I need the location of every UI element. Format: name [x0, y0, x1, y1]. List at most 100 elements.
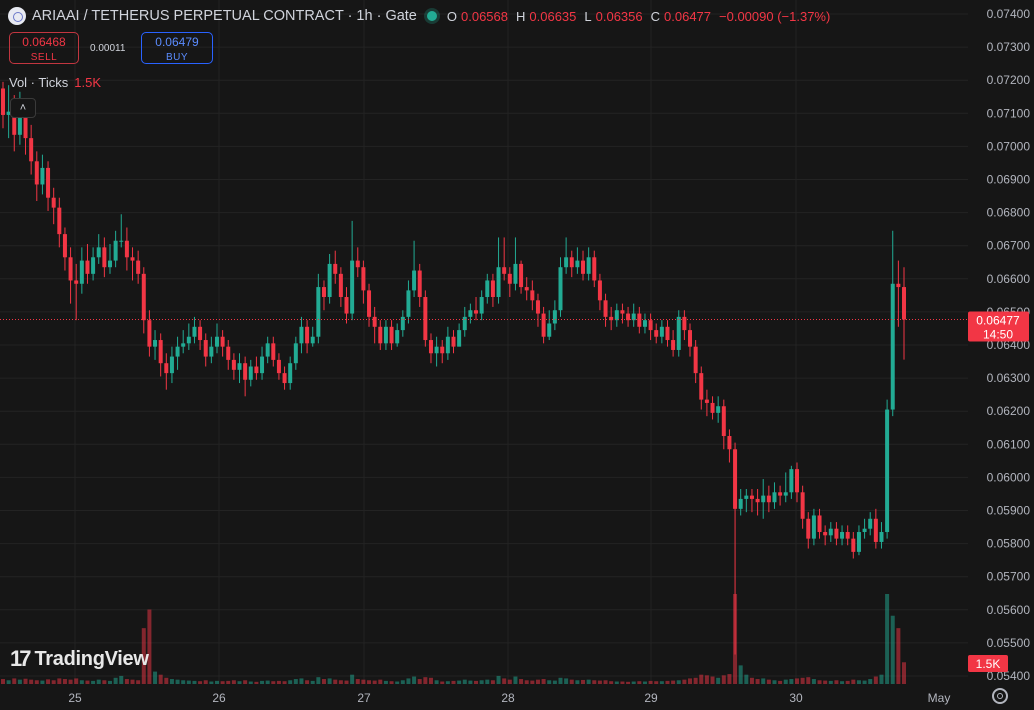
volume-bar	[581, 679, 586, 684]
candle-body	[440, 346, 445, 354]
price-axis[interactable]: 0.07400 0.07300 0.07200 0.07100 0.07000 0.069…	[987, 7, 1031, 683]
volume-bar	[119, 675, 124, 684]
volume-bar	[209, 681, 214, 684]
candle-body	[862, 528, 867, 533]
volume-bar	[214, 680, 219, 684]
candle-body	[676, 316, 681, 350]
candle-body	[609, 316, 614, 321]
candle-body	[102, 247, 107, 268]
volume-bar	[395, 681, 400, 684]
candle-body	[738, 498, 743, 509]
candle-body	[276, 359, 281, 374]
candle-body	[68, 257, 73, 281]
candle-body	[96, 247, 101, 258]
market-open-status-icon	[426, 11, 437, 21]
volume-bar	[400, 680, 405, 684]
volume-bar	[507, 679, 512, 684]
volume-bar	[85, 680, 90, 684]
volume-bar	[147, 609, 152, 684]
gear-icon[interactable]	[992, 688, 1008, 704]
candle-body	[766, 495, 771, 503]
ohlc-value: −0.00090 (−1.37%)	[719, 8, 831, 24]
candle-body	[654, 330, 659, 337]
candle-body	[412, 270, 417, 291]
candle-body	[626, 313, 631, 321]
volume-bar	[34, 680, 39, 684]
volume-bar	[440, 681, 445, 684]
volume-bar	[113, 677, 118, 684]
volume-bar	[1, 679, 5, 684]
volume-bar	[569, 679, 574, 684]
volume-bar	[868, 679, 873, 684]
candle-body	[564, 257, 569, 268]
time-axis[interactable]: 25 26 27 28 29 30 May	[68, 691, 950, 705]
volume-bar	[417, 679, 422, 684]
candle-body	[721, 406, 726, 437]
candle-body	[693, 346, 698, 374]
volume-bar	[485, 679, 490, 684]
buy-button[interactable]: 0.06479 BUY	[141, 32, 213, 64]
candle-body	[890, 283, 895, 410]
volume-bar	[265, 680, 270, 684]
coin-logo-icon	[8, 7, 26, 25]
volume-bar	[817, 680, 822, 684]
candle-body	[490, 280, 495, 298]
volume-bar	[305, 680, 310, 684]
candle-body	[783, 492, 788, 496]
volume-bar	[62, 679, 67, 684]
tradingview-watermark: 17 TradingView	[10, 646, 149, 672]
volume-bar	[423, 677, 428, 684]
volume-bar	[367, 680, 372, 684]
volume-bar	[772, 680, 777, 684]
volume-bar	[468, 680, 473, 684]
volume-bar	[462, 679, 467, 684]
candle-body	[389, 326, 394, 344]
volume-bar	[609, 681, 614, 684]
volume-bar	[372, 680, 377, 684]
volume-bar	[620, 681, 625, 684]
candle-body	[761, 495, 766, 503]
candle-body	[147, 320, 152, 347]
price-tick-label: 0.07400	[987, 7, 1031, 21]
candle-body	[40, 167, 45, 185]
candle-body	[800, 492, 805, 519]
candle-body	[406, 290, 411, 317]
volume-bar	[558, 677, 563, 684]
volume-bar	[856, 680, 861, 684]
ohlc-values: O 0.06568 H 0.06635 L 0.06356 C 0.06477 −0.00090…	[447, 9, 834, 24]
chevron-up-icon[interactable]: ˄	[10, 98, 36, 118]
volume-bar	[552, 680, 557, 684]
volume-bar	[12, 678, 17, 684]
candle-body	[682, 316, 687, 331]
volume-bar	[778, 680, 783, 684]
candle-body	[153, 340, 158, 347]
volume-bar	[428, 677, 433, 684]
volume-bar	[158, 674, 163, 684]
candle-body	[795, 469, 800, 493]
volume-legend[interactable]: Vol · Ticks 1.5K	[9, 75, 101, 90]
sell-button[interactable]: 0.06468 SELL	[9, 32, 79, 64]
ohlc-key: O	[446, 8, 457, 24]
volume-bar	[693, 677, 698, 684]
candle-body	[569, 257, 574, 268]
volume-bar	[564, 678, 569, 684]
candle-body	[282, 373, 287, 384]
volume-bar	[57, 678, 62, 684]
volume-bar	[659, 681, 664, 684]
volume-bar	[299, 678, 304, 684]
candle-body	[85, 260, 90, 274]
candle-body	[355, 260, 360, 268]
volume-bar	[795, 678, 800, 684]
volume-bar	[490, 680, 495, 684]
symbol-title[interactable]: ARIAAI / TETHERUS PERPETUAL CONTRACT · 1…	[32, 8, 417, 24]
candle-body	[305, 326, 310, 344]
candle-body	[107, 260, 112, 268]
price-tick-label: 0.07300	[987, 40, 1031, 54]
price-tick-label: 0.06700	[987, 239, 1031, 253]
candle-body	[789, 469, 794, 493]
candle-body	[851, 538, 856, 552]
volume-bar	[434, 680, 439, 684]
candle-body	[772, 492, 777, 503]
volume-bar	[592, 680, 597, 684]
